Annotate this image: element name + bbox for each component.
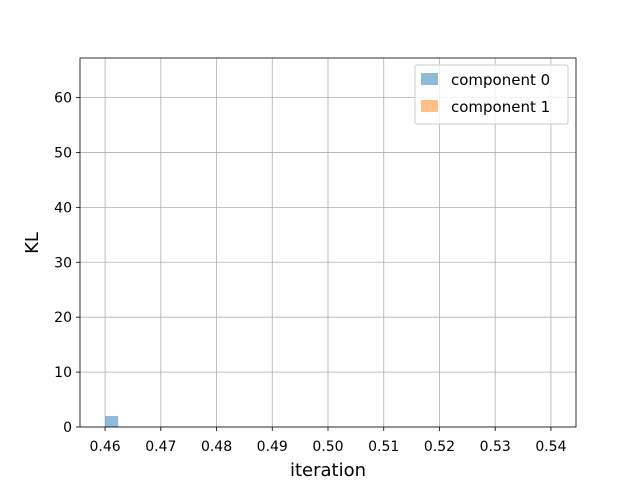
y-tick-label: 50	[54, 145, 72, 161]
y-tick-label: 40	[54, 200, 72, 216]
x-tick-label: 0.47	[145, 439, 176, 455]
x-tick-label: 0.49	[257, 439, 288, 455]
x-tick-label: 0.46	[89, 439, 120, 455]
legend-label-component-1: component 1	[451, 98, 550, 116]
legend-box	[414, 64, 569, 125]
histogram-bars	[105, 416, 119, 427]
x-tick-label: 0.52	[424, 439, 455, 455]
x-tick-label: 0.53	[480, 439, 511, 455]
legend: component 0 component 1	[414, 64, 569, 125]
x-tick-label: 0.51	[368, 439, 399, 455]
x-tick-label: 0.54	[535, 439, 566, 455]
y-tick-label: 60	[54, 91, 72, 107]
y-tick-label: 30	[54, 255, 72, 271]
x-tick-label: 0.50	[312, 439, 343, 455]
x-tick-label: 0.48	[201, 439, 232, 455]
y-axis-ticks: 0 10 20 30 40 50 60	[54, 91, 80, 436]
legend-swatch-component-1	[421, 100, 438, 112]
y-tick-label: 0	[63, 420, 72, 436]
legend-swatch-component-0	[421, 73, 438, 85]
x-axis-ticks: 0.46 0.47 0.48 0.49 0.50 0.51 0.52 0.53 0.54	[89, 427, 567, 455]
legend-label-component-0: component 0	[451, 71, 550, 89]
y-tick-label: 20	[54, 310, 72, 326]
y-tick-label: 10	[54, 365, 72, 381]
histogram-bar	[105, 416, 119, 427]
y-axis-label: KL	[22, 232, 43, 254]
series-0-bars	[105, 416, 119, 427]
x-axis-label: iteration	[290, 460, 366, 480]
